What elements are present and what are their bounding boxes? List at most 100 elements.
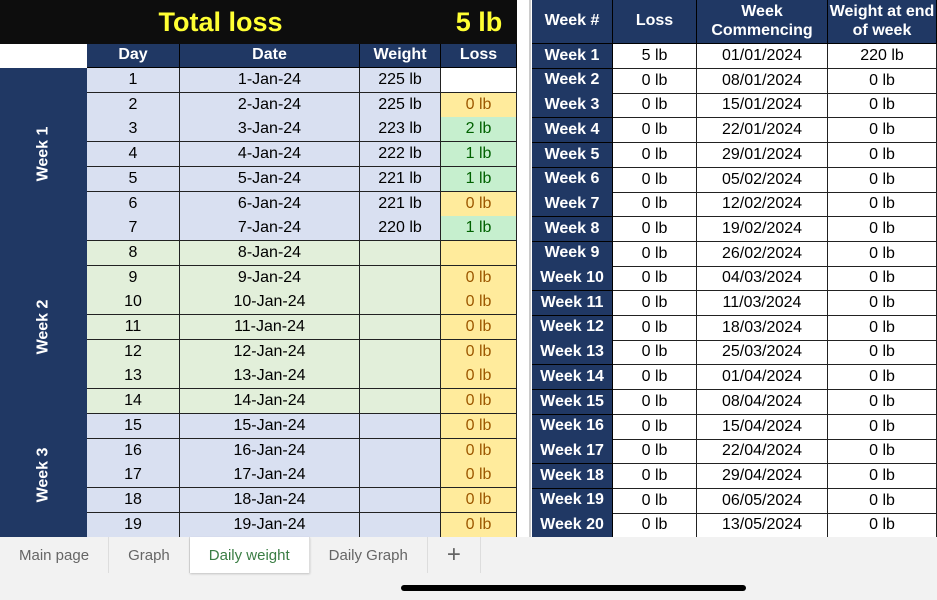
weekly-cell[interactable]: 15/04/2024 bbox=[697, 414, 828, 440]
weekly-cell[interactable]: 0 lb bbox=[613, 142, 697, 168]
weekly-cell[interactable]: 0 lb bbox=[613, 192, 697, 218]
cell-date[interactable]: 19-Jan-24 bbox=[180, 512, 360, 537]
weekly-cell[interactable]: 04/03/2024 bbox=[697, 266, 828, 292]
weekly-cell[interactable]: 26/02/2024 bbox=[697, 241, 828, 267]
cell-day[interactable]: 12 bbox=[87, 339, 180, 365]
weekly-cell[interactable]: 01/01/2024 bbox=[697, 44, 828, 69]
cell-date[interactable]: 17-Jan-24 bbox=[180, 463, 360, 489]
weekly-cell[interactable]: 06/05/2024 bbox=[697, 488, 828, 514]
weekly-cell[interactable]: 0 lb bbox=[613, 365, 697, 391]
week-number[interactable]: Week 15 bbox=[532, 389, 613, 415]
weekly-header[interactable]: Loss bbox=[613, 0, 697, 44]
weekly-cell[interactable]: 01/04/2024 bbox=[697, 365, 828, 391]
cell-date[interactable]: 8-Jan-24 bbox=[180, 240, 360, 266]
header-weight[interactable]: Weight bbox=[360, 44, 441, 68]
weekly-header[interactable]: Week Commencing bbox=[697, 0, 828, 44]
tab-main-page[interactable]: Main page bbox=[0, 537, 110, 573]
weekly-cell[interactable]: 0 lb bbox=[613, 266, 697, 292]
cell-day[interactable]: 11 bbox=[87, 315, 180, 340]
weekly-cell[interactable]: 05/02/2024 bbox=[697, 167, 828, 193]
tab-graph[interactable]: Graph bbox=[109, 537, 190, 573]
cell-loss[interactable]: 0 lb bbox=[441, 512, 517, 537]
weekly-cell[interactable]: 0 lb bbox=[828, 266, 937, 292]
cell-loss[interactable]: 1 lb bbox=[441, 166, 517, 192]
week-number[interactable]: Week 19 bbox=[532, 488, 613, 514]
cell-date[interactable]: 15-Jan-24 bbox=[180, 413, 360, 439]
weekly-cell[interactable]: 0 lb bbox=[613, 340, 697, 366]
cell-date[interactable]: 1-Jan-24 bbox=[180, 68, 360, 93]
cell-weight[interactable]: 222 lb bbox=[360, 142, 441, 168]
cell-day[interactable]: 3 bbox=[87, 117, 180, 143]
weekly-header[interactable]: Week # bbox=[532, 0, 613, 44]
cell-day[interactable]: 16 bbox=[87, 438, 180, 464]
spreadsheet-grid[interactable]: Total loss 5 lb Day Date Weight Loss 1 1-Jan-24… bbox=[0, 0, 937, 537]
cell-loss[interactable] bbox=[441, 240, 517, 266]
weekly-cell[interactable]: 0 lb bbox=[613, 315, 697, 341]
week-number[interactable]: Week 20 bbox=[532, 513, 613, 537]
week-number[interactable]: Week 5 bbox=[532, 142, 613, 168]
cell-day[interactable]: 17 bbox=[87, 463, 180, 489]
weekly-cell[interactable]: 19/02/2024 bbox=[697, 216, 828, 242]
weekly-cell[interactable]: 0 lb bbox=[613, 241, 697, 267]
week-number[interactable]: Week 10 bbox=[532, 266, 613, 292]
cell-loss[interactable]: 0 lb bbox=[441, 339, 517, 365]
cell-weight[interactable] bbox=[360, 240, 441, 266]
total-loss-value[interactable]: 5 lb bbox=[441, 0, 517, 44]
cell-loss[interactable]: 0 lb bbox=[441, 487, 517, 513]
cell-weight[interactable]: 225 lb bbox=[360, 92, 441, 118]
weekly-cell[interactable]: 0 lb bbox=[828, 340, 937, 366]
weekly-cell[interactable]: 0 lb bbox=[828, 513, 937, 537]
cell-date[interactable]: 10-Jan-24 bbox=[180, 290, 360, 316]
weekly-cell[interactable]: 0 lb bbox=[613, 118, 697, 144]
cell-day[interactable]: 19 bbox=[87, 512, 180, 537]
cell-loss[interactable]: 1 lb bbox=[441, 216, 517, 242]
cell-loss[interactable]: 0 lb bbox=[441, 438, 517, 464]
weekly-cell[interactable]: 0 lb bbox=[828, 414, 937, 440]
cell-date[interactable]: 3-Jan-24 bbox=[180, 117, 360, 143]
weekly-cell[interactable]: 0 lb bbox=[613, 216, 697, 242]
cell-loss[interactable]: 0 lb bbox=[441, 265, 517, 291]
cell-weight[interactable] bbox=[360, 487, 441, 513]
week-number[interactable]: Week 4 bbox=[532, 118, 613, 144]
week-number[interactable]: Week 17 bbox=[532, 439, 613, 465]
weekly-cell[interactable]: 0 lb bbox=[613, 414, 697, 440]
cell-day[interactable]: 4 bbox=[87, 142, 180, 168]
cell-weight[interactable] bbox=[360, 364, 441, 390]
tab-daily-weight[interactable]: Daily weight bbox=[189, 537, 310, 573]
cell-weight[interactable]: 221 lb bbox=[360, 166, 441, 192]
cell-day[interactable]: 14 bbox=[87, 389, 180, 415]
cell-weight[interactable]: 220 lb bbox=[360, 216, 441, 242]
cell-loss[interactable]: 0 lb bbox=[441, 315, 517, 340]
weekly-cell[interactable]: 0 lb bbox=[828, 167, 937, 193]
cell-loss[interactable] bbox=[441, 68, 517, 93]
week-number[interactable]: Week 1 bbox=[532, 44, 613, 69]
cell-day[interactable]: 8 bbox=[87, 240, 180, 266]
weekly-cell[interactable]: 0 lb bbox=[828, 365, 937, 391]
plus-icon[interactable]: + bbox=[428, 537, 481, 573]
cell-date[interactable]: 9-Jan-24 bbox=[180, 265, 360, 291]
cell-day[interactable]: 10 bbox=[87, 290, 180, 316]
cell-weight[interactable] bbox=[360, 265, 441, 291]
cell-date[interactable]: 11-Jan-24 bbox=[180, 315, 360, 340]
weekly-cell[interactable]: 0 lb bbox=[828, 488, 937, 514]
cell-weight[interactable] bbox=[360, 438, 441, 464]
week-number[interactable]: Week 12 bbox=[532, 315, 613, 341]
weekly-cell[interactable]: 11/03/2024 bbox=[697, 291, 828, 316]
week-number[interactable]: Week 3 bbox=[532, 93, 613, 119]
weekly-cell[interactable]: 22/01/2024 bbox=[697, 118, 828, 144]
cell-date[interactable]: 13-Jan-24 bbox=[180, 364, 360, 390]
week-number[interactable]: Week 14 bbox=[532, 365, 613, 391]
cell-day[interactable]: 9 bbox=[87, 265, 180, 291]
cell-weight[interactable] bbox=[360, 290, 441, 316]
cell-weight[interactable] bbox=[360, 315, 441, 340]
weekly-cell[interactable]: 29/01/2024 bbox=[697, 142, 828, 168]
weekly-cell[interactable]: 25/03/2024 bbox=[697, 340, 828, 366]
cell-loss[interactable]: 0 lb bbox=[441, 463, 517, 489]
header-date[interactable]: Date bbox=[180, 44, 360, 68]
weekly-cell[interactable]: 220 lb bbox=[828, 44, 937, 69]
weekly-cell[interactable]: 0 lb bbox=[828, 291, 937, 316]
cell-day[interactable]: 7 bbox=[87, 216, 180, 242]
cell-loss[interactable]: 0 lb bbox=[441, 364, 517, 390]
cell-weight[interactable]: 225 lb bbox=[360, 68, 441, 93]
cell-day[interactable]: 2 bbox=[87, 92, 180, 118]
